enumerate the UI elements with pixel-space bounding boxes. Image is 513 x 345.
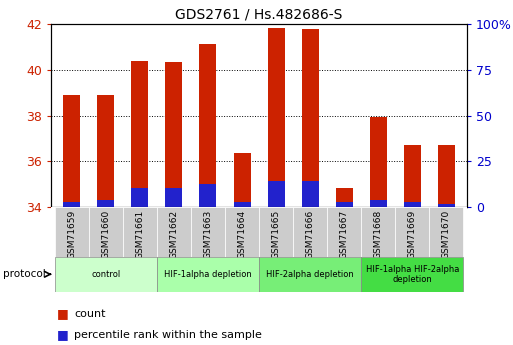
Text: GSM71666: GSM71666	[306, 209, 314, 259]
Bar	[55, 207, 89, 257]
Bar	[370, 117, 387, 207]
Bar	[165, 188, 183, 207]
Bar	[233, 203, 250, 207]
Bar	[438, 145, 455, 207]
Text: percentile rank within the sample: percentile rank within the sample	[74, 330, 262, 339]
Bar	[370, 200, 387, 207]
Bar	[157, 257, 259, 292]
Bar	[200, 184, 216, 207]
Bar	[225, 207, 259, 257]
Bar	[429, 207, 463, 257]
Text: count: count	[74, 309, 106, 319]
Bar	[157, 207, 191, 257]
Title: GDS2761 / Hs.482686-S: GDS2761 / Hs.482686-S	[175, 8, 343, 22]
Bar	[200, 43, 216, 207]
Text: GSM71667: GSM71667	[340, 209, 349, 259]
Bar	[123, 207, 157, 257]
Bar	[165, 62, 183, 207]
Bar	[131, 61, 148, 207]
Bar	[191, 207, 225, 257]
Bar	[302, 181, 319, 207]
Text: GSM71663: GSM71663	[204, 209, 212, 259]
Text: control: control	[91, 270, 121, 279]
Text: GSM71659: GSM71659	[67, 209, 76, 259]
Text: HIF-1alpha HIF-2alpha
depletion: HIF-1alpha HIF-2alpha depletion	[366, 265, 459, 284]
Bar	[336, 203, 353, 207]
Text: GSM71669: GSM71669	[408, 209, 417, 259]
Text: HIF-1alpha depletion: HIF-1alpha depletion	[164, 270, 252, 279]
Bar	[233, 153, 250, 207]
Bar	[259, 207, 293, 257]
Text: ■: ■	[56, 328, 68, 341]
Text: ■: ■	[56, 307, 68, 321]
Text: GSM71660: GSM71660	[101, 209, 110, 259]
Bar	[97, 200, 114, 207]
Bar	[89, 207, 123, 257]
Bar	[268, 181, 285, 207]
Bar	[293, 207, 327, 257]
Bar	[336, 188, 353, 207]
Text: GSM71670: GSM71670	[442, 209, 451, 259]
Text: GSM71664: GSM71664	[238, 209, 247, 259]
Text: GSM71662: GSM71662	[169, 209, 179, 259]
Bar	[97, 95, 114, 207]
Bar	[259, 257, 361, 292]
Bar	[131, 188, 148, 207]
Text: protocol: protocol	[3, 269, 45, 279]
Bar	[404, 203, 421, 207]
Bar	[268, 28, 285, 207]
Bar	[438, 204, 455, 207]
Bar	[404, 145, 421, 207]
Bar	[361, 257, 463, 292]
Text: HIF-2alpha depletion: HIF-2alpha depletion	[266, 270, 354, 279]
Bar	[327, 207, 361, 257]
Bar	[361, 207, 396, 257]
Text: GSM71665: GSM71665	[271, 209, 281, 259]
Bar	[55, 257, 157, 292]
Bar	[63, 95, 80, 207]
Text: GSM71668: GSM71668	[374, 209, 383, 259]
Text: GSM71661: GSM71661	[135, 209, 144, 259]
Bar	[396, 207, 429, 257]
Bar	[302, 29, 319, 207]
Bar	[63, 203, 80, 207]
